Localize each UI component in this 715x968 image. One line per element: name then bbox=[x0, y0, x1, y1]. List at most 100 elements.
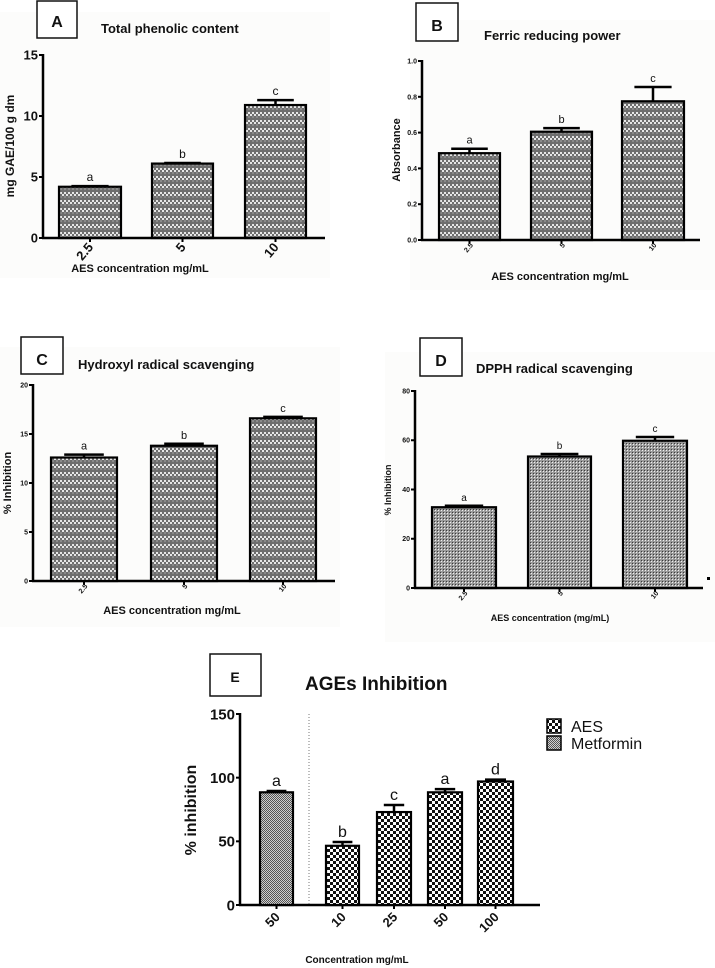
y-tick-label: 0 bbox=[31, 231, 38, 246]
bar-5 bbox=[526, 455, 593, 590]
significance-label: b bbox=[179, 147, 186, 161]
y-tick-label: 0.6 bbox=[407, 130, 417, 137]
panel-e-header: E AGEs Inhibition bbox=[209, 653, 448, 697]
x-tick-label: 50 bbox=[262, 909, 283, 930]
panel-b-header: B Ferric reducing power bbox=[415, 2, 621, 43]
panel-d-letter-box bbox=[419, 337, 463, 377]
x-tick-label: 10 bbox=[648, 242, 658, 253]
y-tick-label: 10 bbox=[20, 480, 28, 487]
y-tick-label: 10 bbox=[24, 109, 38, 124]
bar-2_5 bbox=[57, 185, 123, 240]
panel-b-title: Ferric reducing power bbox=[484, 28, 621, 43]
y-tick-label: 0 bbox=[406, 585, 410, 592]
significance-label: c bbox=[390, 787, 398, 804]
x-tick-label: 100 bbox=[476, 909, 502, 935]
x-axis-label: AES concentration mg/mL bbox=[71, 263, 209, 275]
x-tick-label: 5 bbox=[557, 590, 565, 598]
x-tick-label: 10 bbox=[278, 583, 288, 594]
y-tick-label: 20 bbox=[20, 382, 28, 389]
y-axis-label: Absorbance bbox=[391, 118, 403, 182]
y-tick-label: 0 bbox=[227, 897, 235, 914]
bar-50 bbox=[258, 791, 295, 907]
y-tick-label: 5 bbox=[31, 170, 38, 185]
significance-label: a bbox=[272, 773, 281, 790]
significance-label: c bbox=[653, 424, 658, 435]
significance-label: c bbox=[273, 84, 279, 98]
bar-100 bbox=[476, 780, 515, 907]
y-tick-label: 40 bbox=[402, 487, 410, 494]
panel-c-header: C Hydroxyl radical scavenging bbox=[20, 336, 254, 375]
bar-10 bbox=[621, 439, 689, 590]
x-axis-label: Concentration mg/mL bbox=[305, 955, 408, 966]
y-tick-label: 0.2 bbox=[407, 202, 417, 209]
chart-e: 0 50 100 150 a 50 b 10 c 25 a 50 d 100 Concentration m… bbox=[183, 706, 642, 966]
x-tick-label: 10 bbox=[328, 909, 349, 930]
significance-label: a bbox=[461, 493, 467, 504]
y-tick-label: 50 bbox=[218, 834, 235, 851]
bar-2_5 bbox=[430, 506, 498, 590]
panel-e-title: AGEs Inhibition bbox=[305, 674, 448, 695]
chart-d: 0 20 40 60 80 a 2.5 b 5 c 10 AES concentration (mg/… bbox=[383, 388, 703, 623]
bar-10 bbox=[248, 417, 318, 583]
x-axis-label: AES concentration mg/mL bbox=[103, 605, 241, 617]
y-axis-label: % Inhibition bbox=[383, 465, 393, 516]
bar-2_5 bbox=[437, 152, 502, 242]
panel-a-header: A Total phenolic content bbox=[36, 0, 239, 39]
bar-5 bbox=[150, 162, 215, 240]
chart-c: 0 5 10 15 20 a 2.5 b 5 c 10 AES concentration mg/mL… bbox=[2, 382, 335, 617]
panel-c-letter: C bbox=[36, 352, 48, 369]
y-tick-label: 15 bbox=[24, 48, 38, 63]
x-tick-label: 10 bbox=[650, 590, 660, 601]
x-axis-label: AES concentration mg/mL bbox=[491, 271, 629, 283]
significance-label: c bbox=[280, 403, 286, 415]
y-axis-label: % inhibition bbox=[183, 765, 200, 856]
panel-d-title: DPPH radical scavenging bbox=[476, 361, 633, 376]
y-axis-label: mg GAE/100 g dm bbox=[3, 95, 17, 198]
significance-label: c bbox=[650, 73, 656, 85]
x-axis-label: AES concentration (mg/mL) bbox=[491, 613, 610, 623]
legend-label-metformin: Metformin bbox=[571, 736, 642, 753]
bar-10 bbox=[324, 844, 361, 907]
y-tick-label: 150 bbox=[210, 706, 235, 723]
panel-e-letter: E bbox=[230, 669, 239, 685]
y-tick-label: 60 bbox=[402, 438, 410, 445]
stray-mark bbox=[707, 577, 710, 580]
bar-10 bbox=[243, 103, 308, 240]
y-tick-label: 5 bbox=[24, 529, 28, 536]
significance-label: b bbox=[338, 824, 347, 841]
y-axis-label: % Inhibition bbox=[2, 452, 14, 515]
x-tick-label: 5 bbox=[559, 242, 567, 250]
y-tick-label: 100 bbox=[210, 770, 235, 787]
significance-label: b bbox=[181, 430, 187, 442]
legend-label-aes: AES bbox=[571, 719, 603, 736]
panel-d-letter: D bbox=[435, 353, 447, 370]
panel-a-title: Total phenolic content bbox=[101, 21, 239, 36]
x-tick-label: 50 bbox=[431, 909, 452, 930]
y-tick-label: 80 bbox=[402, 388, 410, 395]
chart-b: 0.0 0.2 0.4 0.6 0.8 1.0 a 2.5 b 5 c 10 AES concentra… bbox=[391, 58, 700, 283]
significance-label: a bbox=[466, 135, 473, 147]
panel-b-letter-box bbox=[415, 2, 459, 42]
significance-label: b bbox=[558, 114, 564, 126]
legend-swatch-metformin bbox=[546, 735, 562, 751]
bar-50 bbox=[426, 791, 464, 907]
x-tick-label: 2.5 bbox=[78, 583, 90, 595]
y-tick-label: 1.0 bbox=[407, 58, 417, 65]
x-tick-label: 25 bbox=[380, 909, 401, 930]
y-tick-label: 20 bbox=[402, 536, 410, 543]
bar-5 bbox=[529, 130, 594, 242]
x-tick-label: 5 bbox=[182, 583, 190, 591]
x-tick-label: 2.5 bbox=[458, 590, 470, 602]
x-tick-label: 2.5 bbox=[463, 242, 475, 254]
legend-swatch-aes bbox=[546, 718, 562, 734]
panel-b-letter: B bbox=[431, 18, 443, 35]
panel-e-letter-box bbox=[209, 653, 262, 697]
y-tick-label: 0 bbox=[24, 578, 28, 585]
panel-c-letter-box bbox=[20, 336, 64, 375]
bar-5 bbox=[149, 444, 219, 583]
y-tick-label: 0.4 bbox=[407, 166, 417, 173]
panel-a-letter-box bbox=[36, 0, 78, 39]
